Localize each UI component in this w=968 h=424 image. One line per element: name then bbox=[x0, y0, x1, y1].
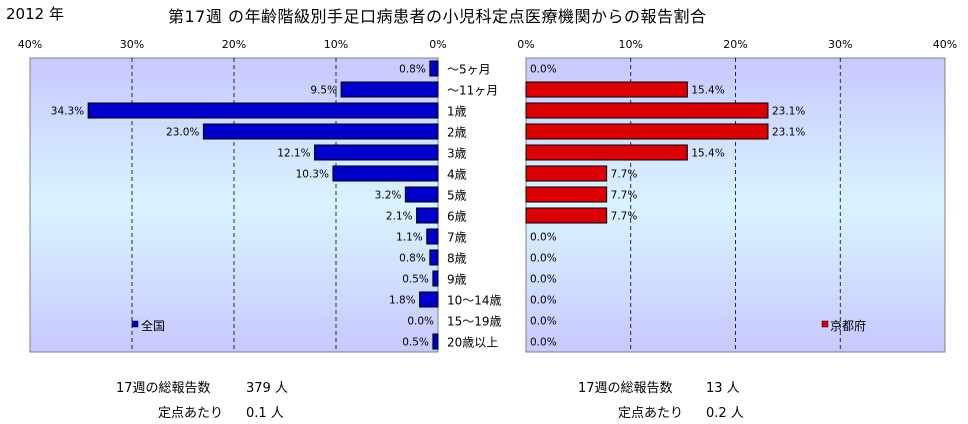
right-data-label: 0.0% bbox=[530, 295, 557, 307]
left-tick-label: 20% bbox=[222, 38, 246, 51]
left-data-label: 2.1% bbox=[386, 211, 413, 223]
right-bar bbox=[525, 81, 688, 98]
left-bar bbox=[419, 291, 439, 308]
left-data-label: 9.5% bbox=[310, 85, 337, 97]
left-tick-label: 40% bbox=[18, 38, 42, 51]
category-label: 10～14歳 bbox=[447, 294, 502, 308]
right-data-label: 23.1% bbox=[772, 127, 805, 139]
right-data-label: 0.0% bbox=[530, 274, 557, 286]
left-data-label: 23.0% bbox=[166, 127, 199, 139]
right-data-label: 0.0% bbox=[530, 316, 557, 328]
legend-label-national: 全国 bbox=[141, 318, 165, 333]
left-bar bbox=[429, 249, 439, 266]
right-tick-label: 0% bbox=[517, 38, 534, 51]
left-data-label: 1.1% bbox=[396, 232, 423, 244]
category-label: 8歳 bbox=[447, 252, 467, 266]
left-total-label: 17週の総報告数 bbox=[116, 381, 211, 396]
right-tick-label: 20% bbox=[723, 38, 747, 51]
category-label: 1歳 bbox=[447, 105, 467, 119]
right-total-value: 13 人 bbox=[706, 381, 740, 396]
left-bar bbox=[340, 81, 439, 98]
right-total-label: 17週の総報告数 bbox=[578, 381, 673, 396]
left-bar bbox=[432, 333, 439, 350]
category-label: 9歳 bbox=[447, 273, 467, 287]
right-data-label: 0.0% bbox=[530, 253, 557, 265]
right-panel-kyoto: 0% 10% 20% 30% 40% 0.0% 15.4% 23.1% 23.1% 15.4% 7.… bbox=[517, 38, 957, 353]
chart-title: 第17週 の年齢階級別手足口病患者の小児科定点医療機関からの報告割合 bbox=[168, 7, 707, 26]
right-data-label: 15.4% bbox=[691, 85, 724, 97]
category-label: 5歳 bbox=[447, 189, 467, 203]
right-tick-label: 30% bbox=[828, 38, 852, 51]
category-label: 15～19歳 bbox=[447, 315, 502, 329]
category-label: 4歳 bbox=[447, 168, 467, 182]
left-data-label: 12.1% bbox=[277, 148, 310, 160]
right-data-label: 15.4% bbox=[691, 148, 724, 160]
right-tick-label: 40% bbox=[933, 38, 957, 51]
right-bar bbox=[525, 144, 688, 161]
legend-swatch-national bbox=[131, 320, 139, 328]
right-data-label: 0.0% bbox=[530, 337, 557, 349]
left-bar bbox=[429, 60, 439, 77]
right-data-label: 7.7% bbox=[611, 211, 638, 223]
year-label: 2012 年 bbox=[6, 5, 64, 23]
right-bar bbox=[525, 165, 608, 182]
left-per-site-value: 0.1 人 bbox=[246, 406, 284, 421]
left-total-value: 379 人 bbox=[246, 381, 288, 396]
left-bar bbox=[426, 228, 439, 245]
category-label: 20歳以上 bbox=[447, 336, 498, 350]
left-data-label: 0.8% bbox=[399, 253, 426, 265]
right-data-label: 7.7% bbox=[611, 190, 638, 202]
left-per-site-label: 定点あたり bbox=[158, 406, 224, 421]
left-tick-label: 10% bbox=[324, 38, 348, 51]
legend-label-kyoto: 京都府 bbox=[830, 318, 866, 333]
right-per-site-value: 0.2 人 bbox=[706, 406, 744, 421]
category-label: ～11ヶ月 bbox=[447, 84, 498, 98]
category-label: ～5ヶ月 bbox=[447, 63, 491, 77]
category-label: 3歳 bbox=[447, 147, 467, 161]
left-tick-label: 30% bbox=[120, 38, 144, 51]
category-label: 7歳 bbox=[447, 231, 467, 245]
left-data-label: 0.5% bbox=[402, 274, 429, 286]
left-data-label: 10.3% bbox=[296, 169, 329, 181]
left-tick-label: 0% bbox=[429, 38, 446, 51]
left-data-label: 1.8% bbox=[389, 295, 416, 307]
left-bar bbox=[202, 123, 439, 140]
left-data-label: 3.2% bbox=[375, 190, 402, 202]
legend-swatch-kyoto bbox=[821, 320, 829, 328]
left-data-label: 34.3% bbox=[51, 106, 84, 118]
left-data-label: 0.0% bbox=[407, 316, 434, 328]
right-bar bbox=[525, 207, 608, 224]
right-bar bbox=[525, 186, 608, 203]
right-data-label: 23.1% bbox=[772, 106, 805, 118]
right-data-label: 0.0% bbox=[530, 232, 557, 244]
right-data-label: 0.0% bbox=[530, 64, 557, 76]
right-tick-label: 10% bbox=[619, 38, 643, 51]
right-bar bbox=[525, 123, 769, 140]
right-per-site-label: 定点あたり bbox=[618, 406, 684, 421]
left-bar bbox=[404, 186, 439, 203]
left-bar bbox=[432, 270, 439, 287]
right-data-label: 7.7% bbox=[611, 169, 638, 181]
left-bar bbox=[87, 102, 439, 119]
left-bar bbox=[416, 207, 439, 224]
left-data-label: 0.8% bbox=[399, 64, 426, 76]
category-label: 2歳 bbox=[447, 126, 467, 140]
left-bar bbox=[314, 144, 439, 161]
left-bar bbox=[332, 165, 439, 182]
category-label: 6歳 bbox=[447, 210, 467, 224]
right-bar bbox=[525, 102, 769, 119]
left-data-label: 0.5% bbox=[402, 337, 429, 349]
left-panel-national: 0% 10% 20% 30% 40% 0.8% ～5ヶ月 9.5% ～11ヶ月 34.3% 1歳 23… bbox=[18, 38, 502, 353]
